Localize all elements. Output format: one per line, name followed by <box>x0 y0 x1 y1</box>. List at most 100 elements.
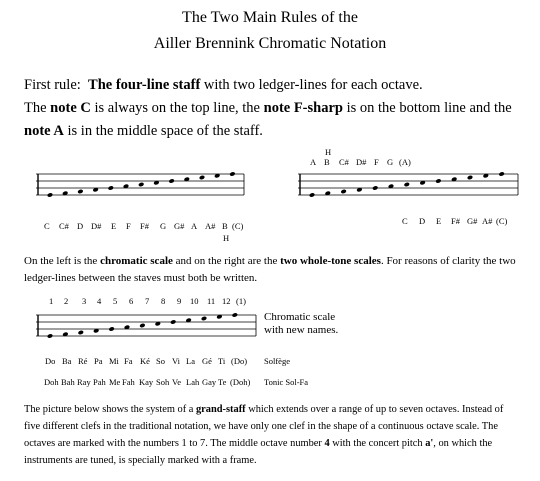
named-chromatic-staff <box>36 312 257 339</box>
label: C <box>44 221 50 231</box>
syllable: So <box>156 356 165 366</box>
chromatic-note-head <box>153 180 160 185</box>
syllable: La <box>186 356 195 366</box>
label: E <box>436 216 442 226</box>
syllable: Doh <box>44 377 59 387</box>
syllable: (Do) <box>231 356 248 366</box>
whole-tone-note-head <box>372 185 378 191</box>
label: A# <box>205 221 216 231</box>
chromatic-note-head <box>92 187 99 192</box>
label: (A) <box>399 157 411 167</box>
note-c: note C <box>50 100 91 116</box>
text: is on the bottom line and the <box>342 100 512 116</box>
named-note-head <box>139 323 146 328</box>
syllable: Pah <box>93 377 106 387</box>
syllable: Kay <box>139 377 154 387</box>
whole-tone-bottom-labels: C D E F# G# A# (C) <box>0 216 540 228</box>
chromatic-note-head <box>138 182 144 187</box>
octave-number: 4 <box>324 438 330 449</box>
label: G# <box>174 221 185 231</box>
text: The picture below shows the system of a <box>24 404 196 415</box>
number: 6 <box>129 296 134 306</box>
whole-tone-staff <box>298 171 519 198</box>
text: and on the right are the <box>172 255 281 267</box>
label: C <box>402 216 408 226</box>
label: A <box>310 157 317 167</box>
whole-tone-note-head <box>483 173 489 178</box>
number: (1) <box>236 296 246 306</box>
label: F <box>374 157 379 167</box>
syllable: Fah <box>122 377 135 387</box>
label: (C) <box>496 216 508 226</box>
chromatic-labels: C C# D D# E F F# G G# A A# B (C) <box>0 221 540 233</box>
first-rule-suffix: with two ledger-lines for each octave. <box>200 77 423 93</box>
label: B <box>222 221 228 231</box>
chromatic-note-head <box>77 189 84 194</box>
named-note-head <box>185 318 192 323</box>
text: The <box>24 100 51 116</box>
grand-staff-term: grand-staff <box>195 404 246 415</box>
whole-tone-term: two whole-tone scales <box>280 255 381 267</box>
syllable: Ve <box>172 377 181 387</box>
whole-tone-top-labels: A B C# D# F G (A) <box>0 157 540 169</box>
named-note-head <box>170 319 176 325</box>
label: (C) <box>232 221 244 231</box>
text: octaves are marked with the numbers 1 to… <box>24 438 325 449</box>
label: F# <box>140 221 149 231</box>
syllable: Soh <box>156 377 170 387</box>
named-note-head <box>78 330 84 335</box>
whole-tone-note-head <box>404 182 410 187</box>
chromatic-note-head <box>184 177 190 182</box>
title-line-1: The Two Main Rules of the <box>182 9 358 26</box>
label: A <box>191 221 198 231</box>
label: F# <box>451 216 460 226</box>
label: A# <box>482 216 493 226</box>
whole-tone-note-head <box>356 187 363 192</box>
whole-tone-note-head <box>309 192 315 198</box>
label: G <box>160 221 167 231</box>
para3-line-3: octaves are marked with the numbers 1 to… <box>24 438 492 449</box>
first-rule-line-3: note A is in the middle space of the sta… <box>24 123 263 140</box>
first-rule-line-1: First rule: The four-line staff with two… <box>24 77 423 94</box>
chromatic-scale-term: chromatic scale <box>100 255 173 267</box>
named-note-head <box>108 326 115 332</box>
first-rule-bold: The four-line staff <box>88 77 201 93</box>
concert-pitch: a' <box>425 438 434 449</box>
syllable: Ba <box>62 356 72 366</box>
syllable: Bah <box>61 377 75 387</box>
number: 5 <box>113 296 118 306</box>
chromatic-note-head <box>214 173 220 178</box>
syllable: Me <box>109 377 121 387</box>
text: On the left is the <box>24 255 101 267</box>
syllable: Mi <box>109 356 119 366</box>
label: D <box>77 221 84 231</box>
whole-tone-note-head <box>340 189 347 194</box>
chromatic-staff <box>36 171 245 198</box>
syllable: Pa <box>94 356 103 366</box>
para3-line-2: five different clefs in the traditional … <box>24 421 498 432</box>
number: 4 <box>97 296 102 306</box>
note-a: note A <box>24 123 64 139</box>
text: is always on the top line, the <box>90 100 264 116</box>
number: 8 <box>161 296 166 306</box>
chromatic-note-head <box>62 191 68 196</box>
named-note-head <box>62 332 69 337</box>
named-note-head <box>201 316 207 321</box>
text: , on which the <box>433 438 493 449</box>
para2-line-2: ledger-lines between the staves must bot… <box>24 272 258 284</box>
syllable: Vi <box>172 356 180 366</box>
named-note-head <box>93 328 99 333</box>
h-label-left: H <box>223 233 230 243</box>
para3-line-4: instruments are tuned, is specially mark… <box>24 455 257 466</box>
chromatic-note-head <box>108 185 114 191</box>
whole-tone-note-head <box>419 180 426 185</box>
label: D# <box>91 221 102 231</box>
named-note-head <box>155 321 161 326</box>
number: 2 <box>64 296 69 306</box>
named-note-head <box>47 333 53 339</box>
syllable: Gay <box>202 377 217 387</box>
whole-tone-note-head <box>435 178 442 184</box>
para2-line-1: On the left is the chromatic scale and o… <box>24 255 516 267</box>
number: 9 <box>177 296 182 306</box>
solfege-label: Solfège <box>264 356 290 366</box>
